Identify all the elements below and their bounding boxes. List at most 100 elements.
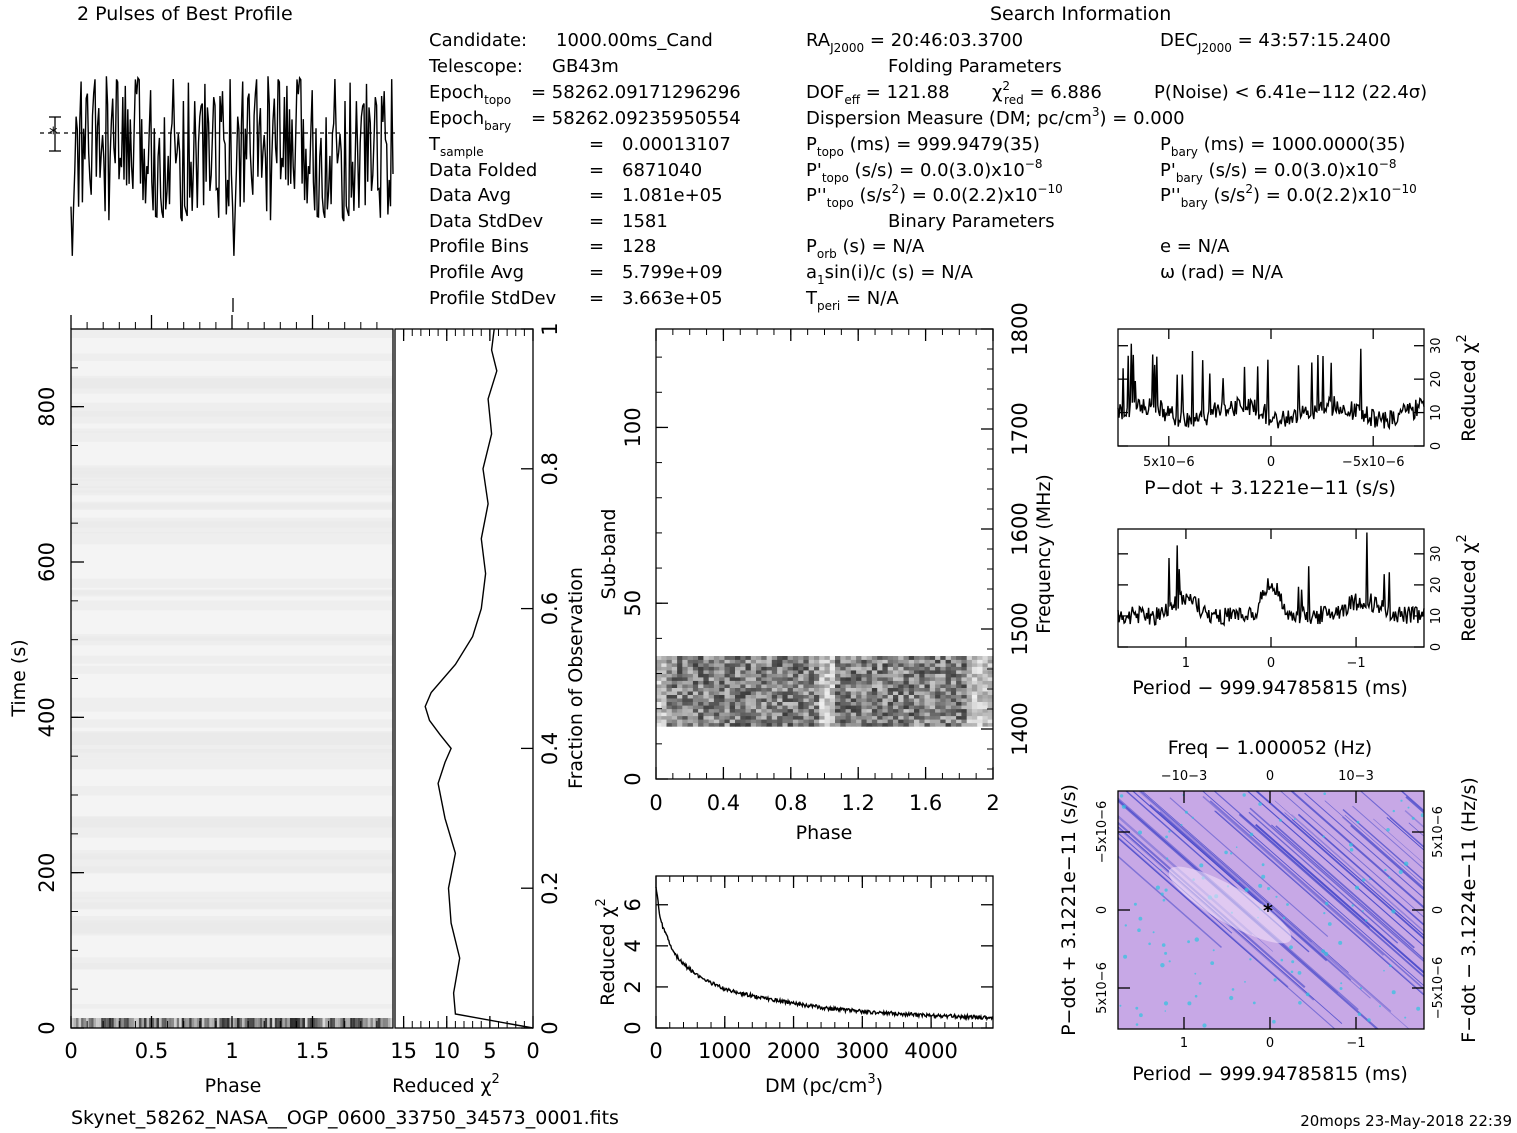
time-phase-stripe [71,402,393,417]
subband-pixel [940,663,946,667]
subband-pixel [808,673,815,678]
subband-pixel [971,691,978,695]
plane-ytick-label: 0 [1095,906,1110,914]
subband-pixel [887,715,894,720]
subband-pixel [819,698,825,702]
subband-pixel [824,663,831,667]
subband-pixel [782,719,789,724]
plane-contour [1279,791,1424,918]
subband-pixel [914,708,920,713]
subband-pixel [698,694,704,699]
subband-pixel [740,712,746,717]
time-phase-pixel [257,1018,260,1028]
subband-pixel [893,670,899,674]
subband-pixel [724,687,731,692]
subband-pixel [750,698,757,702]
pdot-chi2-ylabel: Reduced χ2 [1455,334,1480,442]
time-phase-ytick-label: 0 [35,1021,59,1034]
info-candidate-label: Candidate: [429,30,527,51]
subband-pixel [845,722,852,727]
subband-pixel [966,656,973,660]
subband-pixel [682,712,688,717]
subband-pixel [987,705,994,710]
subband-pixel [740,715,746,720]
subband-pixel [887,691,894,695]
plane-speck [1362,910,1364,912]
subband-pixel [745,712,752,717]
period-chi2-ytick-label: 10 [1429,608,1444,625]
chi2-fraction-ytick-label: 0.6 [538,592,562,625]
subband-pixel [750,673,757,678]
subband-pixel [745,698,752,702]
subband-pixel [903,701,910,706]
subband-pixel [698,666,704,671]
subband-pixel [866,677,873,681]
subband-pixel [745,673,752,678]
period-chi2-ylabel: Reduced χ2 [1455,534,1480,642]
subband-pixel [866,701,873,706]
subband-pixel [671,708,678,713]
time-phase-pixel [244,1018,248,1028]
subband-pixel [771,687,778,692]
subband-pixel [719,684,725,688]
subband-pixel [966,719,973,724]
subband-pixel [840,705,846,710]
subband-pixel [982,719,989,724]
plane-speck [1416,1006,1421,1011]
subband-pixel [977,698,983,702]
subband-y2tick-label: 1800 [1008,302,1032,355]
subband-pixel [845,698,852,702]
subband-pixel [940,677,946,681]
subband-pixel [724,684,731,688]
subband-pixel [671,722,678,727]
subband-pixel [882,722,889,727]
pdot-chi2-ytick-label: 30 [1429,337,1444,354]
subband-pixel [656,701,662,706]
subband-pixel [914,705,920,710]
subband-pixel [656,673,662,678]
subband-pixel [961,712,968,717]
dm-chi2-frame [655,875,994,1029]
subband-pixel [861,712,868,717]
subband-pixel [961,694,968,699]
time-phase-pixel [204,1018,207,1028]
subband-pixel [798,691,804,695]
subband-pixel [893,663,899,667]
subband-pixel [787,705,794,710]
subband-pixel [782,687,789,692]
subband-pixel [856,708,862,713]
subband-pixel [877,687,883,692]
subband-pixel [682,719,688,724]
plane-speck [1349,848,1354,852]
plane-contour [1214,810,1424,996]
subband-pixel [982,694,989,699]
subband-pixel [677,719,683,724]
subband-pixel [861,691,868,695]
subband-pixel [956,663,962,667]
subband-pixel [682,656,688,660]
subband-pixel [803,719,810,724]
subband-pixel [903,677,910,681]
subband-pixel [835,673,841,678]
subband-pixel [961,666,968,671]
plane-speck [1168,830,1171,833]
subband-pixel [724,670,731,674]
subband-pixel [735,656,741,660]
time-phase-pixel [123,1018,127,1028]
subband-pixel [750,659,757,664]
subband-pixel [803,705,810,710]
time-phase-pixel [277,1018,280,1028]
chi2-fraction-xtick-label: 15 [390,1039,417,1063]
subband-pixel [724,701,731,706]
plane-speck [1194,972,1197,975]
subband-pixel [840,677,846,681]
subband-pixel [814,656,820,660]
plane-ylabel: P−dot + 3.1221e−11 (s/s) [1058,784,1080,1036]
subband-pixel [966,698,973,702]
subband-pixel [914,712,920,717]
subband-pixel [666,722,673,727]
subband-pixel [745,708,752,713]
subband-pixel [950,666,957,671]
subband-pixel [845,701,852,706]
time-phase-pixel [156,1018,160,1028]
